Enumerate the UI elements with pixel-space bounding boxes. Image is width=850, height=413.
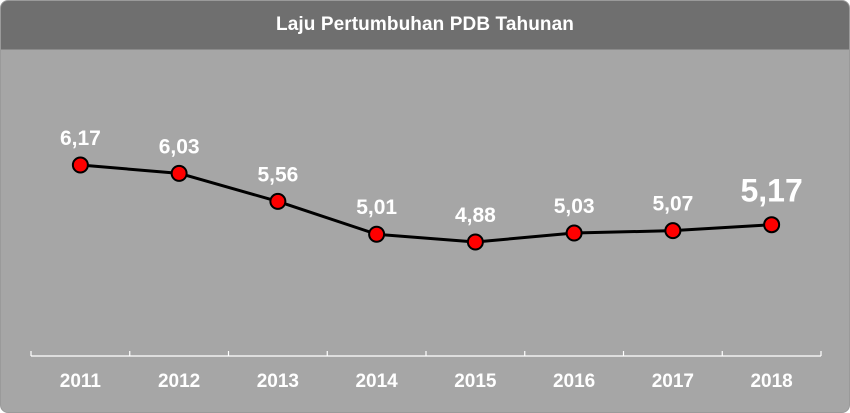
data-label: 5,56 bbox=[257, 163, 298, 186]
data-label: 5,03 bbox=[554, 195, 595, 218]
data-label: 5,01 bbox=[356, 196, 397, 219]
chart-header: Laju Pertumbuhan PDB Tahunan bbox=[1, 1, 849, 50]
data-point bbox=[269, 192, 287, 210]
data-point bbox=[466, 233, 484, 251]
x-tick-label: 2012 bbox=[158, 371, 200, 392]
data-point bbox=[664, 222, 682, 240]
data-point bbox=[368, 225, 386, 243]
data-label: 4,88 bbox=[455, 204, 496, 227]
series-line bbox=[80, 163, 772, 244]
data-point bbox=[71, 156, 89, 174]
data-labels: 6,17 6,03 5,56 5,01 4,88 5,03 5,07 5,17 bbox=[60, 127, 803, 227]
x-tick-label: 2014 bbox=[355, 371, 398, 392]
series-line-group bbox=[80, 163, 772, 244]
x-tick-label: 2016 bbox=[553, 371, 595, 392]
x-tick-labels: 2011 2012 2013 2014 2015 2016 2017 2018 bbox=[60, 371, 793, 392]
x-tick-label: 2013 bbox=[257, 371, 299, 392]
data-point bbox=[170, 164, 188, 182]
x-axis bbox=[30, 351, 822, 357]
x-tick-label: 2011 bbox=[60, 371, 102, 392]
x-tick-label: 2015 bbox=[454, 371, 497, 392]
x-tick-label: 2018 bbox=[750, 371, 792, 392]
data-point bbox=[565, 224, 583, 242]
data-label: 6,03 bbox=[159, 135, 200, 158]
x-tick-label: 2017 bbox=[652, 371, 694, 392]
data-point bbox=[763, 216, 781, 234]
data-points bbox=[71, 156, 781, 251]
chart-title: Laju Pertumbuhan PDB Tahunan bbox=[275, 14, 574, 35]
data-label: 5,07 bbox=[652, 193, 693, 216]
data-label: 6,17 bbox=[60, 127, 101, 150]
data-label: 5,17 bbox=[740, 173, 802, 209]
